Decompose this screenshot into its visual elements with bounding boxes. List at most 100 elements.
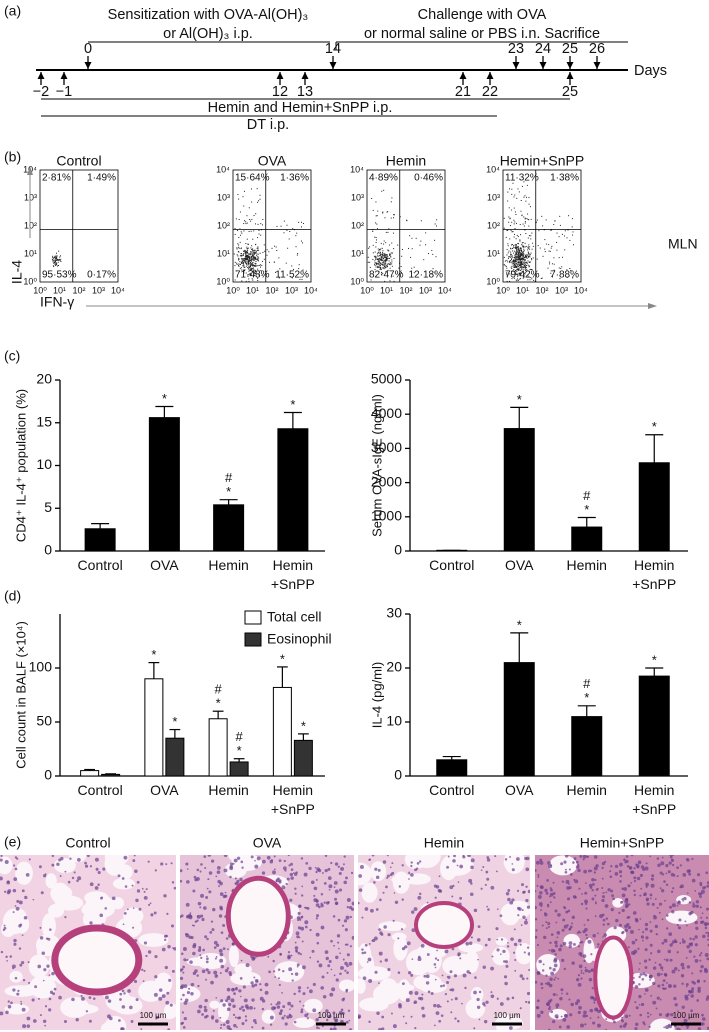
nucleus [321,975,325,979]
nucleus [574,896,577,899]
event-dot [244,251,246,253]
event-dot [513,263,515,265]
nucleus [153,911,157,915]
significance-mark: * [237,743,242,758]
event-dot [251,267,253,269]
nucleus [589,1008,594,1013]
nucleus [630,855,634,857]
event-dot [240,253,242,255]
nucleus [84,861,87,865]
event-dot [528,261,530,263]
nucleus [358,1015,361,1019]
event-dot [235,218,237,220]
nucleus [674,938,677,941]
event-dot [254,223,256,225]
nucleus [682,873,687,877]
nucleus [592,933,596,938]
nucleus [19,923,23,926]
nucleus [487,908,490,911]
nucleus [650,952,653,955]
nucleus [24,895,28,900]
event-dot [513,277,515,279]
nucleus [584,899,589,904]
arrow-head [539,62,547,69]
alveolus [68,855,87,863]
event-dot [377,248,379,250]
nucleus [154,975,158,979]
event-dot [252,254,254,256]
event-dot [530,252,532,254]
nucleus [204,935,208,939]
nucleus [468,941,473,945]
x-tick-label: 10³ [285,285,298,295]
event-dot [522,242,524,244]
nucleus [573,857,577,861]
nucleus [343,919,348,923]
event-dot [237,250,239,252]
event-dot [382,211,384,213]
event-dot [257,246,259,248]
nucleus [318,963,323,968]
nucleus [434,896,437,899]
nucleus [229,973,232,977]
y-tick-label: 10¹ [487,248,500,258]
event-dot [378,250,380,252]
nucleus [77,876,82,881]
event-dot [374,264,376,266]
event-dot [393,214,395,216]
nucleus [408,878,410,880]
nucleus [63,1020,67,1024]
timeline-text: DT i.p. [247,117,289,133]
event-dot [257,277,259,279]
nucleus [241,1022,245,1026]
nucleus [676,875,679,878]
bar [293,739,313,777]
nucleus [602,891,605,894]
event-dot [250,230,252,232]
event-dot [514,254,516,256]
nucleus [368,979,373,983]
event-dot [384,263,386,265]
nucleus [593,1001,596,1004]
nucleus [220,964,225,969]
event-dot [244,269,246,271]
nucleus [706,884,709,888]
nucleus [575,860,579,864]
event-dot [249,252,251,254]
nucleus [345,876,348,880]
timeline-text: Challenge with OVA [418,7,547,23]
nucleus [269,1023,273,1026]
nucleus [537,873,540,877]
event-dot [545,243,547,245]
event-dot [374,256,376,258]
nucleus [496,908,499,910]
nucleus [490,885,495,890]
nucleus [245,963,250,968]
event-dot [252,268,254,270]
event-dot [524,264,526,266]
nucleus [266,855,271,860]
event-dot [383,258,385,260]
event-dot [250,256,252,258]
event-dot [572,234,574,236]
timeline-text: or normal saline or PBS i.n. Sacrifice [364,26,600,42]
nucleus [639,873,644,878]
arrow-head [84,62,92,69]
nucleus [287,956,291,960]
nucleus [632,977,635,979]
event-dot [253,269,255,271]
nucleus [573,942,576,946]
nucleus [301,940,304,943]
event-dot [275,246,277,248]
event-dot [54,258,56,260]
nucleus [535,905,537,910]
event-dot [379,262,381,264]
event-dot [243,266,245,268]
nucleus [278,1011,283,1016]
nucleus [681,1005,685,1009]
event-dot [244,258,246,260]
event-dot [534,280,536,282]
event-dot [519,254,521,256]
nucleus [639,962,641,965]
event-dot [519,256,521,258]
